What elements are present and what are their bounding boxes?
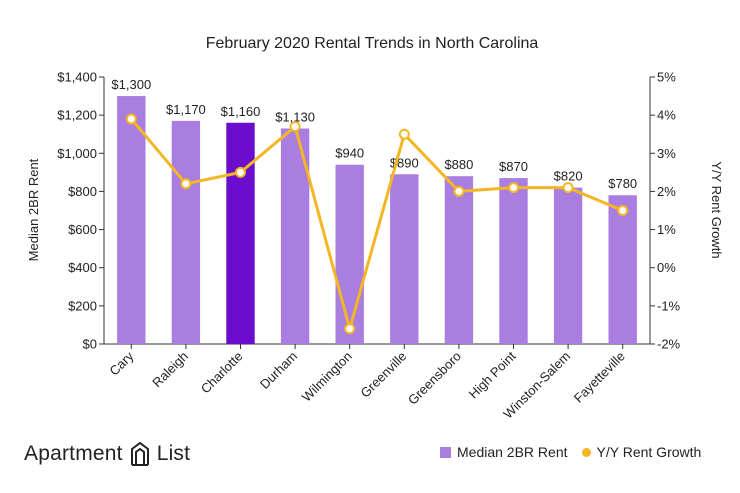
legend: Median 2BR Rent Y/Y Rent Growth — [440, 444, 701, 460]
bar — [335, 164, 364, 344]
y-tick-label-left: $600 — [68, 222, 97, 237]
y-tick-label-left: $400 — [68, 260, 97, 275]
x-tick-label: Durham — [257, 349, 300, 392]
legend-line-swatch — [581, 447, 591, 457]
apartment-list-logo-icon — [129, 441, 151, 467]
chart-title: February 2020 Rental Trends in North Car… — [206, 35, 539, 52]
bar-data-label: $1,130 — [275, 109, 315, 124]
line-point — [617, 205, 629, 216]
line-point — [235, 166, 246, 178]
brand-word-list: List — [156, 442, 191, 465]
line-point — [289, 121, 301, 133]
bar-data-label: $1,160 — [221, 104, 261, 119]
x-tick-label: Fayetteville — [571, 349, 628, 406]
x-tick-label: Wilmington — [299, 349, 355, 405]
y-tick-label-left: $0 — [83, 337, 97, 352]
bar-data-label: $940 — [335, 146, 364, 161]
line-point — [398, 128, 410, 140]
bar-data-label: $1,300 — [111, 77, 151, 92]
line-point — [125, 113, 137, 125]
bar-series — [117, 96, 637, 345]
brand-word-apartment: Apartment — [24, 442, 123, 465]
bar — [444, 176, 474, 344]
y-tick-label-left: $1,400 — [57, 70, 97, 85]
bar — [499, 178, 528, 344]
bar — [226, 122, 255, 345]
y-tick-label-right: -1% — [657, 298, 681, 313]
y-tick-label-right: 3% — [657, 146, 676, 161]
line-point — [344, 323, 356, 335]
y-tick-label-left: $800 — [68, 184, 97, 199]
y-axis-right: -2% -1% 0% 1% 2% 3% 4% 5% — [649, 70, 681, 352]
y-tick-label-right: 1% — [657, 222, 676, 237]
x-tick-label: Greenville — [357, 349, 409, 401]
y-tick-label-right: 4% — [657, 108, 676, 123]
bar — [608, 195, 637, 344]
y-tick-label-left: $1,000 — [57, 146, 97, 161]
y-tick-label-right: 2% — [657, 184, 676, 199]
y-tick-label-right: 5% — [657, 70, 676, 85]
bar-data-label: $880 — [444, 157, 473, 172]
line-point — [508, 182, 519, 194]
bar-data-labels: $1,300$1,170 $1,160 $1,130$940$890 $880 $870… — [111, 77, 637, 191]
bar-data-label: $780 — [608, 176, 637, 191]
y-axis-label-right: Y/Y Rent Growth — [709, 161, 724, 258]
line-point — [562, 182, 574, 194]
y-tick-label-left: $200 — [68, 298, 97, 313]
y-tick-label-right: -2% — [657, 337, 681, 352]
legend-bar-swatch — [440, 446, 451, 458]
line-path — [130, 117, 624, 331]
x-tick-label: Charlotte — [198, 349, 246, 397]
line-point — [453, 185, 465, 197]
bar-data-label: $1,170 — [166, 102, 206, 117]
bar — [553, 187, 583, 344]
bar — [390, 174, 419, 344]
x-tick-label: Greensboro — [405, 349, 464, 408]
bar-data-label: $870 — [499, 159, 528, 174]
bar-data-label: $820 — [554, 169, 583, 184]
bar — [171, 120, 201, 344]
legend-bar-label: Median 2BR Rent — [457, 444, 568, 460]
line-point — [180, 178, 192, 190]
x-tick-label: High Point — [466, 348, 519, 401]
y-tick-label-left: $1,200 — [57, 108, 97, 123]
x-tick-label: Cary — [106, 348, 136, 378]
bar — [117, 96, 146, 344]
legend-line-label: Y/Y Rent Growth — [596, 444, 702, 460]
x-tick-label: Raleigh — [149, 349, 191, 391]
line-series — [125, 113, 629, 335]
y-tick-label-right: 0% — [657, 260, 676, 275]
y-axis-left: $0 $200 $400 $600 $800 $1,000 $1,200 $1,400 — [57, 70, 105, 352]
brand-logo: Apartment List — [24, 441, 190, 467]
y-axis-label-left: Median 2BR Rent — [26, 158, 41, 261]
